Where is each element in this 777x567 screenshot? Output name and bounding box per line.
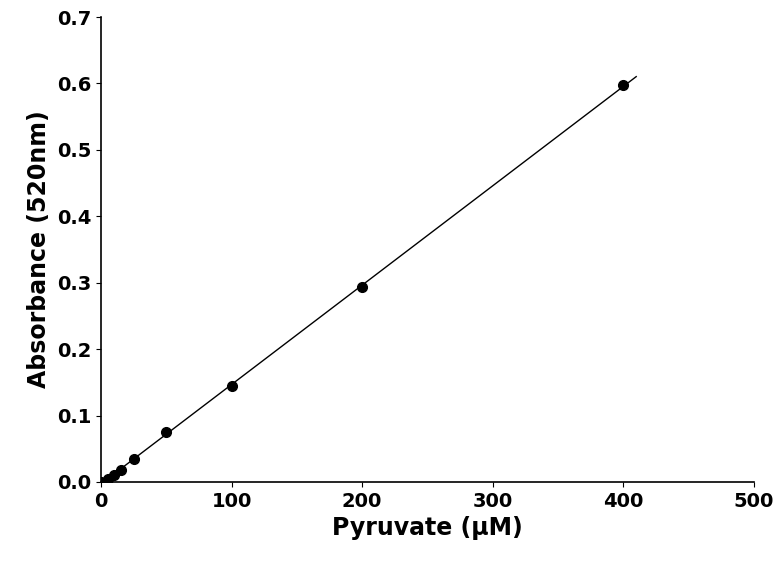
Point [95, 477, 107, 486]
Point [101, 474, 113, 483]
Point [160, 428, 172, 437]
Point [114, 466, 127, 475]
Y-axis label: Absorbance (520nm): Absorbance (520nm) [27, 111, 51, 388]
Point [127, 454, 140, 463]
Point [225, 381, 238, 390]
Point [108, 471, 120, 480]
X-axis label: Pyruvate (μM): Pyruvate (μM) [332, 516, 523, 540]
Point [617, 81, 629, 90]
Point [356, 283, 368, 292]
